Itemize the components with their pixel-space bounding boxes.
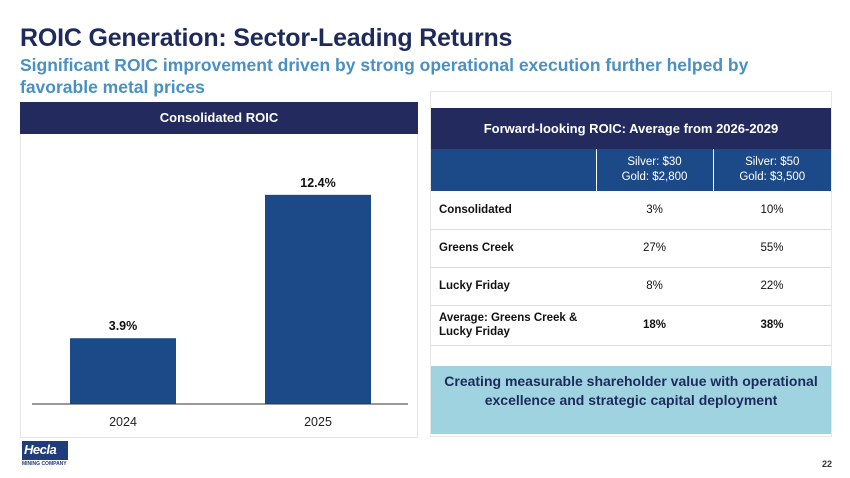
logo-wordmark: Hecla bbox=[24, 442, 57, 457]
hecla-logo: Hecla MINING COMPANY bbox=[22, 441, 70, 469]
forward-roic-table: Silver: $30 Gold: $2,800 Silver: $50 Gol… bbox=[431, 149, 831, 346]
table-row-label: Greens Creek bbox=[431, 229, 596, 268]
logo-tagline: MINING COMPANY bbox=[22, 461, 67, 467]
x-tick-label-2024: 2024 bbox=[109, 415, 137, 429]
data-label-2024: 3.9% bbox=[109, 319, 138, 333]
table-row: Consolidated 3% 10% bbox=[431, 191, 831, 230]
slide-title: ROIC Generation: Sector-Leading Returns bbox=[20, 24, 513, 52]
table-cell: 27% bbox=[596, 229, 713, 268]
table-cell: 55% bbox=[713, 229, 831, 268]
table-cell: 18% bbox=[596, 305, 713, 346]
table-row: Lucky Friday 8% 22% bbox=[431, 267, 831, 306]
bar-2024 bbox=[70, 338, 176, 404]
roic-bar-chart: 3.9% 2024 12.4% 2025 bbox=[32, 176, 408, 429]
table-cell: 22% bbox=[713, 267, 831, 306]
table-row-average: Average: Greens Creek & Lucky Friday 18%… bbox=[431, 305, 831, 346]
x-tick-label-2025: 2025 bbox=[304, 415, 332, 429]
page-number: 22 bbox=[821, 459, 832, 469]
logo-mark bbox=[22, 441, 68, 460]
table-row-label: Average: Greens Creek & Lucky Friday bbox=[431, 305, 596, 346]
table-header-scenario-1-label: Silver: $30 Gold: $2,800 bbox=[621, 156, 688, 183]
table-header-scenario-2: Silver: $50 Gold: $3,500 bbox=[712, 149, 831, 191]
table-row-label: Lucky Friday bbox=[431, 267, 596, 306]
table-header-scenario-2-label: Silver: $50 Gold: $3,500 bbox=[739, 156, 806, 183]
table-cell: 10% bbox=[713, 191, 831, 230]
table-header-blank bbox=[431, 149, 596, 191]
table-cell: 38% bbox=[713, 305, 831, 346]
table-cell: 3% bbox=[596, 191, 713, 230]
right-panel-header: Forward-looking ROIC: Average from 2026-… bbox=[431, 108, 831, 149]
data-label-2025: 12.4% bbox=[300, 176, 335, 190]
table-row: Greens Creek 27% 55% bbox=[431, 229, 831, 268]
left-panel-header: Consolidated ROIC bbox=[20, 102, 418, 134]
slide-subtitle: Significant ROIC improvement driven by s… bbox=[20, 55, 749, 97]
callout-box: Creating measurable shareholder value wi… bbox=[431, 366, 831, 434]
bar-2025 bbox=[265, 194, 371, 404]
table-header-row: Silver: $30 Gold: $2,800 Silver: $50 Gol… bbox=[431, 149, 831, 191]
table-cell: 8% bbox=[596, 267, 713, 306]
table-header-scenario-1: Silver: $30 Gold: $2,800 bbox=[595, 149, 713, 191]
table-row-label: Consolidated bbox=[431, 191, 596, 230]
